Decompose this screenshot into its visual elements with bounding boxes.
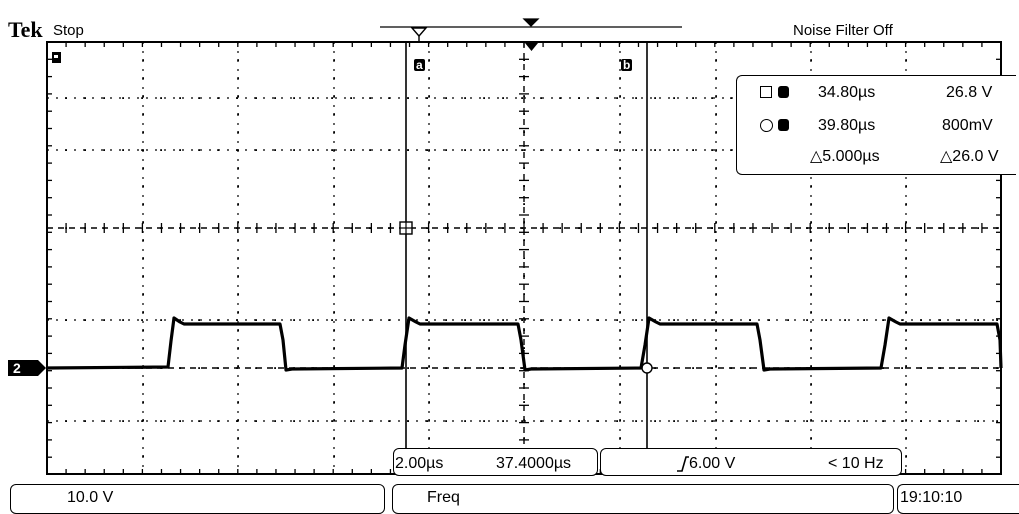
measurement-label: Freq <box>427 489 460 506</box>
cursor-a-badge-icon <box>778 86 789 98</box>
cursor-a-flag-icon <box>414 59 425 71</box>
trigger-position-icon <box>525 43 538 51</box>
cursor-a-square-icon <box>760 86 772 98</box>
cursor-a-value: 26.8 V <box>946 84 993 101</box>
cursor-a-time: 34.80µs <box>818 84 876 101</box>
brand-logo: Tek <box>8 17 43 42</box>
cursor-b-label: b <box>623 58 631 72</box>
horizontal-position-value: 37.4000µs <box>496 455 572 472</box>
cursor-delta-value: △26.0 V <box>940 148 999 165</box>
record-view-bar <box>380 18 682 28</box>
cursor-a-label: a <box>416 58 423 72</box>
cursor-b-badge-icon <box>778 119 789 131</box>
channel-2-ground-marker[interactable] <box>8 360 46 376</box>
channel-scale-value: 10.0 V <box>67 489 114 506</box>
timebase-box[interactable] <box>393 448 598 476</box>
measurement-box[interactable] <box>392 484 894 514</box>
cursor-top-marker <box>410 27 428 42</box>
cursor-b-time: 39.80µs <box>818 117 876 134</box>
cursor-b-flag-icon <box>621 59 632 71</box>
trigger-level-corner-icon <box>52 52 61 63</box>
trigger-frequency-value: < 10 Hz <box>828 455 884 472</box>
timebase-value: 2.00µs <box>395 455 444 472</box>
run-state: Stop <box>53 22 84 39</box>
channel-2-label: 2 <box>13 360 21 376</box>
trigger-level-value: 6.00 V <box>689 455 736 472</box>
cursor-b-circle-icon <box>760 119 773 132</box>
cursor-delta-time: △5.000µs <box>810 148 880 165</box>
cursor-b-value: 800mV <box>942 117 993 134</box>
clock-value: 19:10:10 <box>900 489 963 506</box>
channel-2-trace <box>46 316 1003 372</box>
trigger-box[interactable] <box>600 448 902 476</box>
cursor-b-circle-icon <box>641 362 653 374</box>
noise-filter-status[interactable]: Noise Filter Off <box>793 22 893 39</box>
rising-edge-icon <box>677 456 689 472</box>
